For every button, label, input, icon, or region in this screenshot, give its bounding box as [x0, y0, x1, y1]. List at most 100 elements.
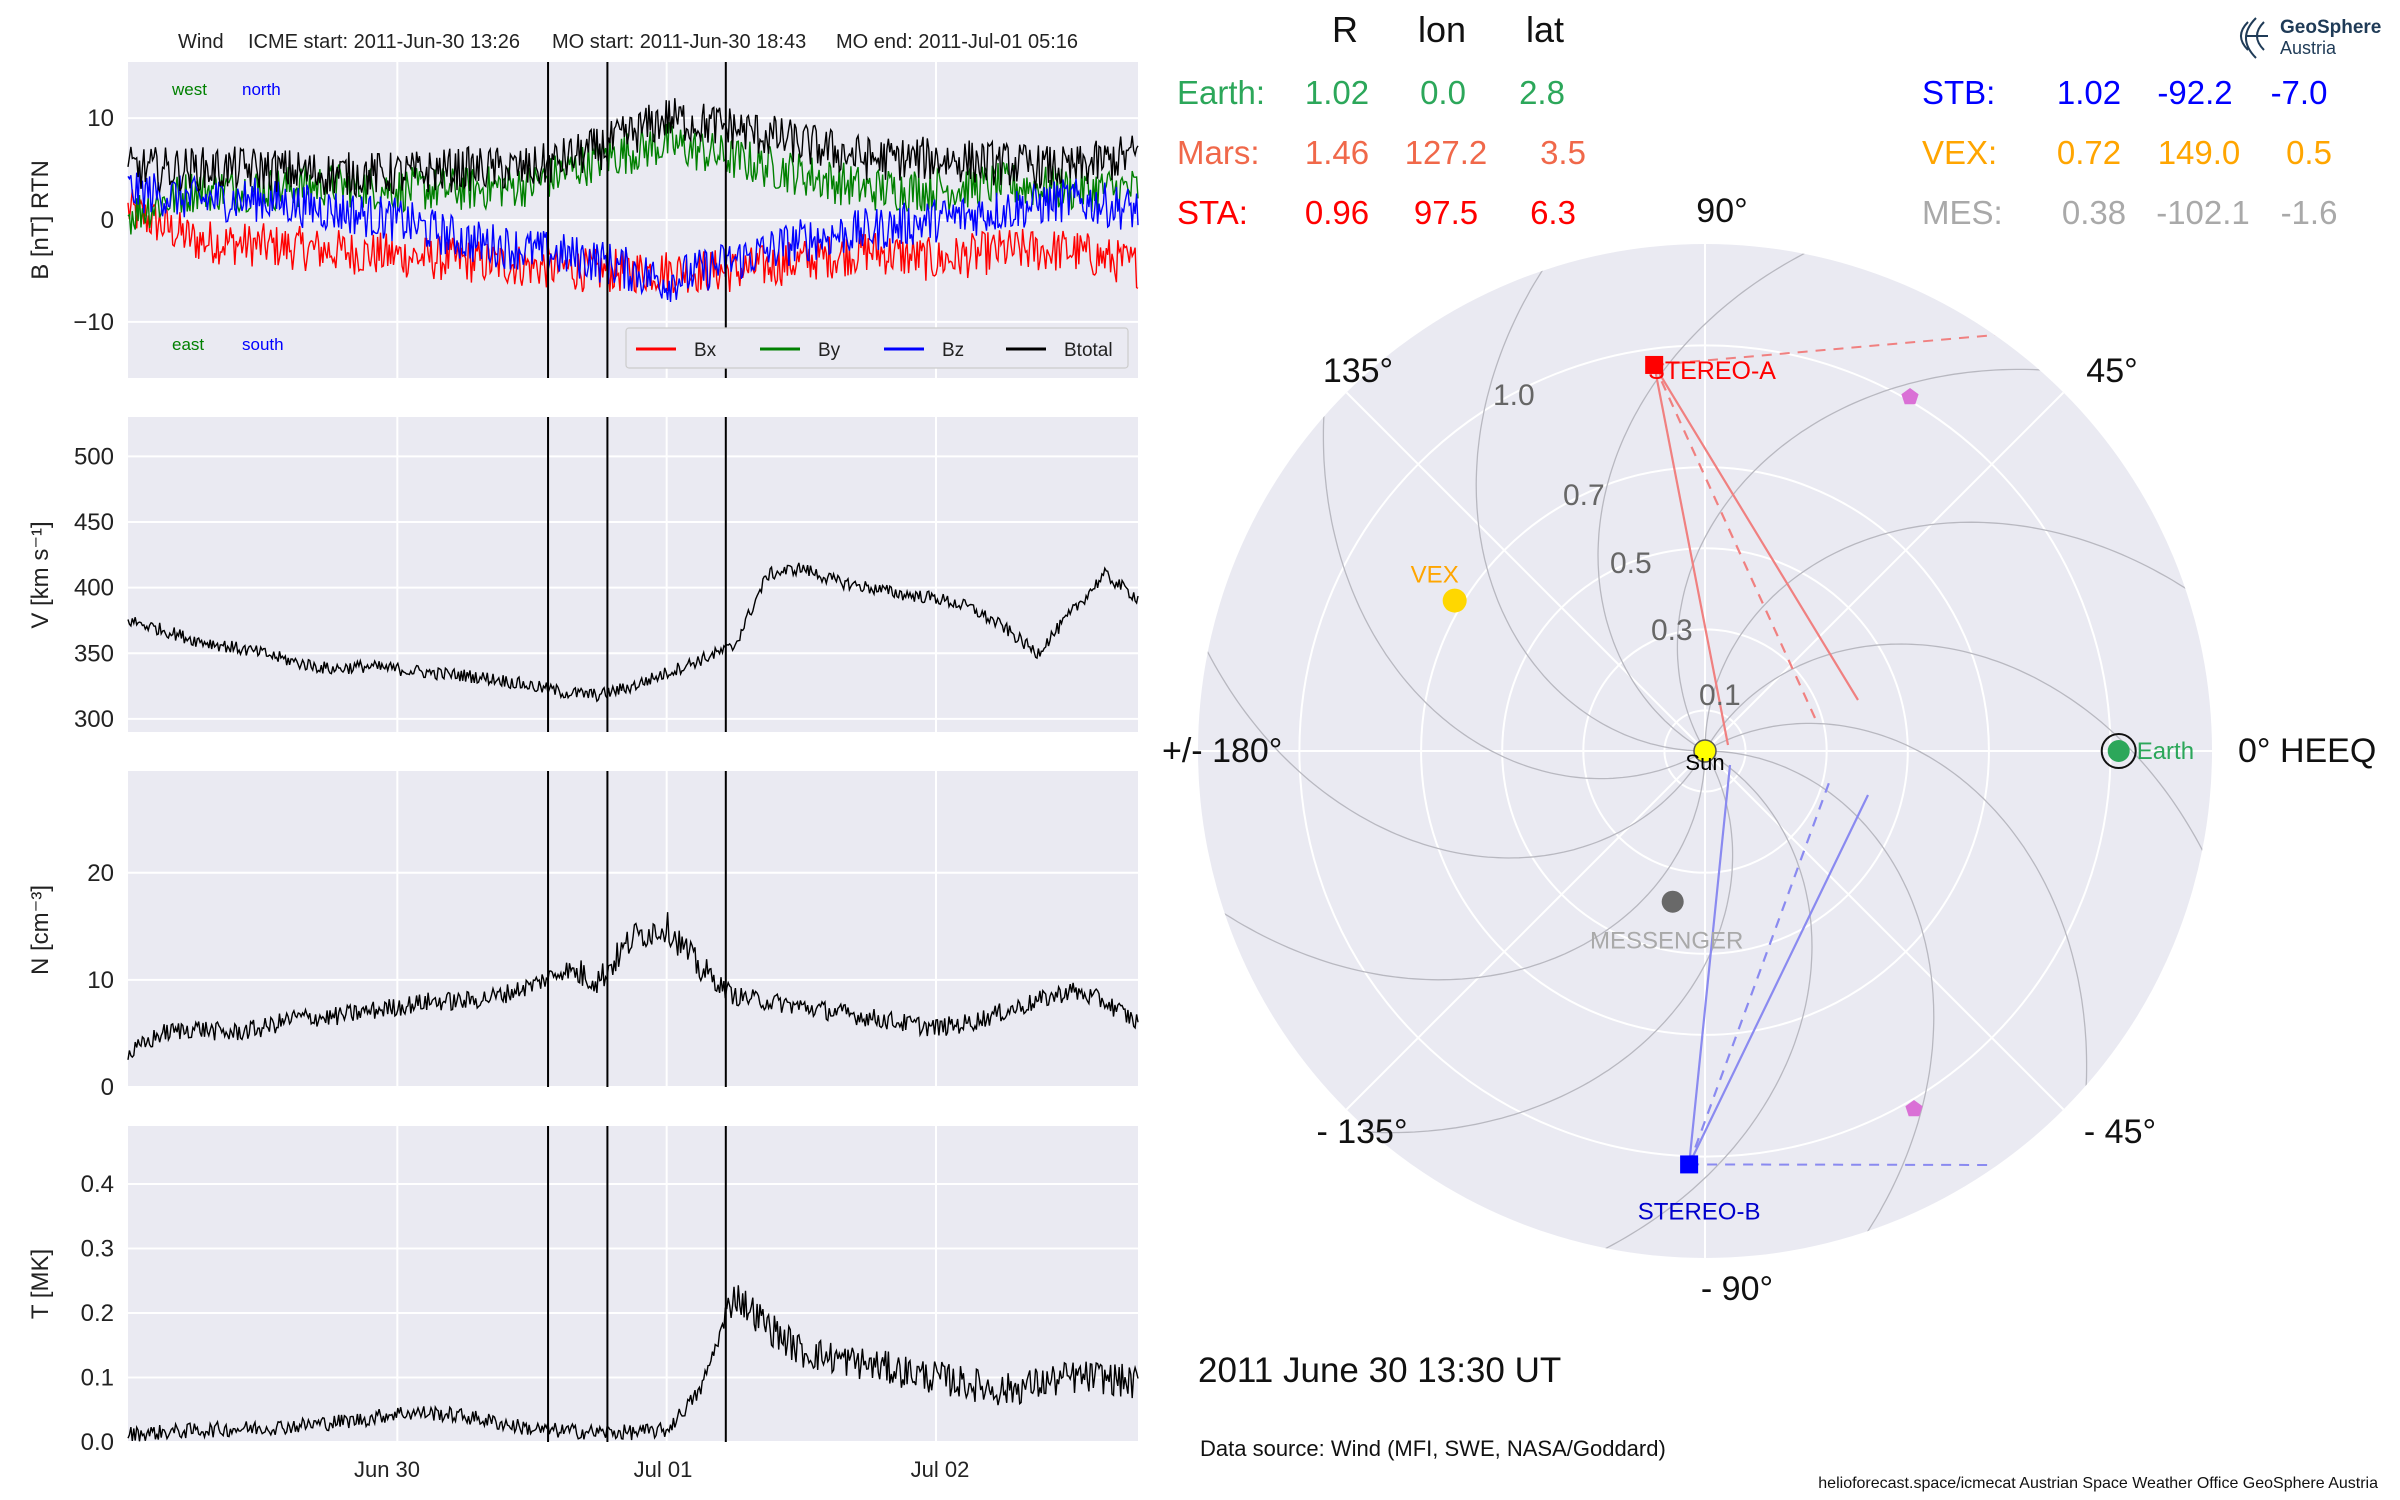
- angle-label-180: +/- 180°: [1162, 732, 1282, 770]
- t-panel: [128, 1126, 1138, 1442]
- title-mo-start: MO start: 2011-Jun-30 18:43: [552, 31, 806, 53]
- table-header-lat: lat: [1526, 9, 1564, 50]
- x-label-jun30: Jun 30: [354, 1457, 420, 1482]
- y-tick-label: 450: [74, 509, 114, 536]
- radial-label: 0.5: [1610, 547, 1652, 580]
- footer-credits: helioforecast.space/icmecat Austrian Spa…: [1818, 1475, 2378, 1492]
- event-lines: [547, 62, 727, 1442]
- messenger-marker: [1661, 890, 1684, 913]
- svg-text:0.38: 0.38: [2062, 194, 2126, 231]
- logo-icon: [2240, 17, 2268, 59]
- sta-fov-center: [1653, 364, 1730, 746]
- parker-spiral: [1304, 750, 1734, 1134]
- angle-label-m45: - 45°: [2084, 1113, 2156, 1151]
- series-t: [127, 1285, 1139, 1442]
- vex-label: VEX: [1411, 562, 1459, 589]
- timeseries-curves: [127, 98, 1139, 1442]
- table-row-mars: Mars: 1.46 127.2 3.5: [1177, 134, 1586, 171]
- title-icme-start: ICME start: 2011-Jun-30 13:26: [248, 31, 520, 53]
- position-table: R lon lat Earth: 1.02 0.0 2.8 Mars: 1.46…: [1177, 9, 2337, 231]
- angle-label-90: 90°: [1696, 192, 1747, 230]
- title-mo-end: MO end: 2011-Jul-01 05:16: [836, 31, 1078, 53]
- stereo-b-marker: [1680, 1155, 1699, 1174]
- svg-text:-7.0: -7.0: [2271, 74, 2328, 111]
- v-panel: [128, 417, 1138, 732]
- v-ylabel: V [km s⁻¹]: [27, 521, 54, 628]
- parker-spiral: [1198, 750, 1706, 981]
- radial-label: 0.1: [1699, 679, 1741, 712]
- x-label-jul01: Jul 01: [634, 1457, 693, 1482]
- table-row-sta: STA: 0.96 97.5 6.3: [1177, 194, 1576, 231]
- angle-label-135: 135°: [1323, 352, 1393, 390]
- radial-label: 1.0: [1493, 379, 1535, 412]
- stb-fov-solid: [1688, 794, 1869, 1165]
- svg-text:1.02: 1.02: [1305, 74, 1369, 111]
- table-header-lon: lon: [1418, 9, 1466, 50]
- svg-text:0.5: 0.5: [2286, 134, 2332, 171]
- svg-text:STA:: STA:: [1177, 194, 1248, 231]
- svg-text:6.3: 6.3: [1530, 194, 1576, 231]
- earth-orbit-marker: [2100, 733, 2137, 769]
- y-tick-label: 400: [74, 575, 114, 602]
- svg-text:-92.2: -92.2: [2157, 74, 2232, 111]
- table-row-earth: Earth: 1.02 0.0 2.8: [1177, 74, 1565, 111]
- legend-btotal: Btotal: [1064, 340, 1113, 361]
- sta-fov-dashed-out: [1654, 334, 1996, 366]
- timeseries-title: Wind ICME start: 2011-Jun-30 13:26 MO st…: [178, 31, 1078, 53]
- legend-bx: Bx: [694, 340, 717, 361]
- title-spacecraft: Wind: [178, 31, 224, 53]
- table-row-mes: MES: 0.38 -102.1 -1.6: [1922, 194, 2337, 231]
- y-tick-label: 10: [87, 967, 114, 994]
- series-n: [127, 912, 1139, 1060]
- vex-marker: [1442, 588, 1467, 613]
- table-row-stb: STB: 1.02 -92.2 -7.0: [1922, 74, 2327, 111]
- b-legend: Bx By Bz Btotal: [625, 327, 1129, 369]
- x-label-jul02: Jul 02: [911, 1457, 970, 1482]
- radial-label: 0.3: [1651, 614, 1693, 647]
- series-bx: [127, 189, 1139, 294]
- logo-line2: Austria: [2280, 38, 2337, 58]
- svg-text:1.02: 1.02: [2057, 74, 2121, 111]
- parker-spirals: [1198, 244, 2212, 1258]
- parker-spiral: [1545, 750, 1813, 1258]
- svg-text:MES:: MES:: [1922, 194, 2003, 231]
- geosphere-logo: GeoSphere Austria: [2240, 17, 2381, 59]
- svg-text:-1.6: -1.6: [2281, 194, 2338, 231]
- date-label: 2011 June 30 13:30 UT: [1198, 1351, 1561, 1390]
- earth-marker: [2107, 740, 2130, 762]
- marker-violet-upper: [1901, 388, 1919, 405]
- series-bz: [127, 168, 1139, 302]
- parker-spiral: [1704, 521, 2212, 752]
- data-source: Data source: Wind (MFI, SWE, NASA/Goddar…: [1200, 1436, 1666, 1461]
- svg-text:VEX:: VEX:: [1922, 134, 1997, 171]
- svg-text:STB:: STB:: [1922, 74, 1995, 111]
- y-tick-label: 0.2: [81, 1300, 114, 1327]
- y-tick-label: 0: [101, 1074, 114, 1101]
- parker-spiral: [1676, 368, 2106, 752]
- polar-spoke: [1704, 750, 2065, 1111]
- polar-spoke: [1345, 391, 1706, 752]
- timeseries-ticks: −10 0 10 300 350 400 450 500 0 10 20 0.0 0.1 0.2 0.3 0.…: [73, 105, 114, 1456]
- stereo-a-label: STEREO-A: [1648, 357, 1776, 385]
- svg-text:0.72: 0.72: [2057, 134, 2121, 171]
- timeseries-grid: [128, 62, 1138, 1443]
- svg-text:Mars:: Mars:: [1177, 134, 1260, 171]
- angle-label-m135: - 135°: [1316, 1113, 1407, 1151]
- parker-spiral: [1704, 722, 2088, 1152]
- y-tick-label: 350: [74, 640, 114, 667]
- y-tick-label: 0.0: [81, 1429, 114, 1456]
- parker-spiral: [1704, 643, 2212, 911]
- parker-spiral: [1704, 750, 1935, 1258]
- angle-label-0: 0° HEEQ: [2238, 732, 2376, 770]
- polar-spoke: [1345, 750, 1706, 1111]
- sun-label: Sun: [1685, 750, 1724, 775]
- y-tick-label: 0.1: [81, 1365, 114, 1392]
- label-west: west: [171, 80, 207, 99]
- svg-text:Earth:: Earth:: [1177, 74, 1265, 111]
- y-tick-label: 0.3: [81, 1236, 114, 1263]
- svg-text:0.96: 0.96: [1305, 194, 1369, 231]
- legend-by: By: [818, 340, 841, 361]
- t-ylabel: T [MK]: [27, 1249, 54, 1319]
- table-header-r: R: [1332, 9, 1358, 50]
- parker-spiral: [1597, 244, 1865, 752]
